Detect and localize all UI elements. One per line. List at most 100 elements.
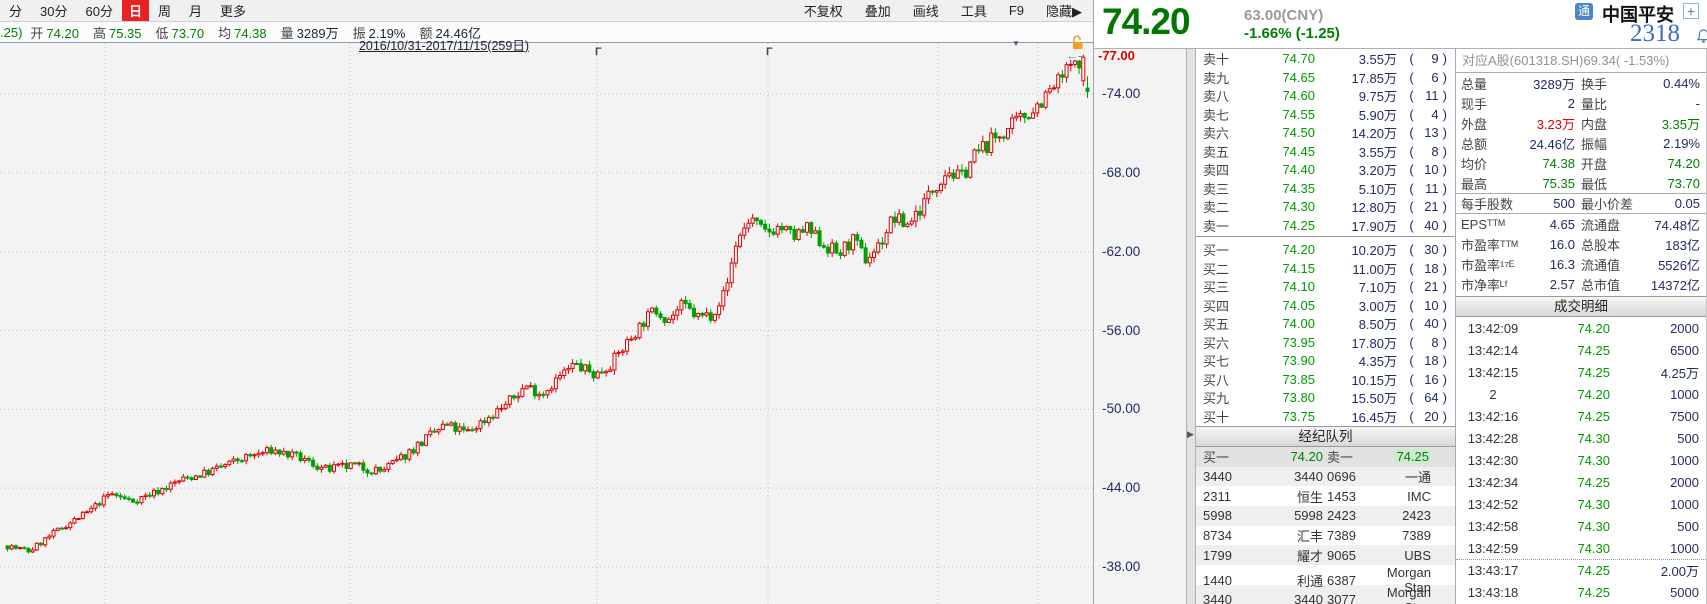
stat-row: 均价 74.38 开盘 74.20 bbox=[1461, 156, 1700, 173]
trade-details-panel: 成交明细 13:42:09 74.20 2000 13:42:14 74.25 6500 1… bbox=[1455, 296, 1707, 604]
orderbook-row[interactable]: 卖二 74.30 12.80万(21) bbox=[1203, 199, 1447, 215]
orderbook-row[interactable]: 买七 73.90 4.35万(18) bbox=[1203, 353, 1447, 369]
broker-row: 2311 恒生 1453 IMC bbox=[1203, 488, 1431, 505]
bid-ask-divider bbox=[1196, 236, 1455, 240]
collapse-arrow-icon[interactable]: ▶ bbox=[1187, 429, 1194, 439]
trade-row: 13:42:52 74.30 1000 bbox=[1467, 496, 1699, 512]
orderbook-row[interactable]: 卖一 74.25 17.90万(40) bbox=[1203, 217, 1447, 234]
broker-row: 8734 汇丰 7389 7389 bbox=[1203, 528, 1431, 545]
panel-splitter[interactable]: ▶ bbox=[1186, 43, 1196, 604]
stock-name: 中国平安 bbox=[1602, 5, 1674, 25]
axis-tick: -68.00 bbox=[1102, 164, 1141, 180]
period-tab[interactable]: 月 bbox=[188, 4, 202, 19]
a-share-reference: 对应A股(601318.SH)69.34( -1.53%) bbox=[1456, 49, 1706, 73]
bq-buy-label: 买一 bbox=[1203, 450, 1230, 466]
stat-row: 市盈率ᵀᵀᴹ 16.0 总股本 183亿 bbox=[1461, 237, 1700, 254]
orderbook-row[interactable]: 卖十 74.70 3.55万(9) bbox=[1203, 51, 1447, 67]
orderbook-row[interactable]: 卖七 74.55 5.90万(4) bbox=[1203, 106, 1447, 123]
toolbar-tool[interactable]: 叠加 bbox=[864, 4, 891, 19]
trade-row: 13:42:59 74.30 1000 bbox=[1467, 540, 1699, 556]
quote-header: 74.20 63.00(CNY) -1.66% (-1.25) bbox=[1093, 0, 1455, 49]
period-tab[interactable]: 60分 bbox=[85, 4, 113, 19]
broker-queue-title: 经纪队列 bbox=[1196, 426, 1455, 447]
trade-row: 2 74.20 1000 bbox=[1489, 386, 1699, 402]
broker-queue-header: 买一 74.20 卖一 74.25 bbox=[1196, 447, 1455, 467]
stats-panel: 对应A股(601318.SH)69.34( -1.53%) 总量 3289万 换手 0… bbox=[1455, 49, 1707, 296]
toolbar-tool[interactable]: 工具 bbox=[960, 4, 987, 19]
stat-row: EPSᵀᵀᴹ 4.65 流通盘 74.48亿 bbox=[1461, 216, 1700, 233]
axis-tick: -38.00 bbox=[1102, 559, 1141, 574]
orderbook-row[interactable]: 买三 74.10 7.10万(21) bbox=[1203, 279, 1447, 295]
broker-queue: 经纪队列 买一 74.20 卖一 74.25 3440 3440 0696 一通 231… bbox=[1196, 426, 1455, 604]
chart-low-label: -38.00 bbox=[2, 602, 39, 604]
period-tab[interactable]: 日 bbox=[121, 0, 149, 21]
period-tabs: 分 30分 60分日周 月 更多 bbox=[0, 0, 255, 21]
orderbook-row[interactable]: 买六 73.95 17.80万(8) bbox=[1203, 334, 1447, 351]
stat-row: 最高 75.35 最低 73.70 bbox=[1456, 174, 1706, 195]
trade-row: 13:42:14 74.25 6500 bbox=[1467, 342, 1699, 358]
toolbar-tool[interactable]: 画线 bbox=[912, 4, 939, 19]
price-axis: -74.00 -68.00 -62.00 -56.00 -50.00 -44.00 -38.… bbox=[1093, 43, 1186, 604]
chevron-down-icon[interactable]: ▼ bbox=[1012, 39, 1020, 48]
stat-row: 每手股数 500 最小价差 0.05 bbox=[1456, 194, 1706, 215]
quote-stat: 额 24.46亿 bbox=[419, 25, 482, 41]
change-percent: -1.66% (-1.25) bbox=[1244, 25, 1340, 42]
last-price: 74.20 bbox=[1102, 1, 1191, 42]
toolbar-tool[interactable]: 隐藏▶ bbox=[1046, 4, 1082, 19]
alert-bell-icon[interactable] bbox=[1696, 28, 1707, 44]
date-range-selector[interactable]: 2016/10/31-2017/11/15(259日) bbox=[358, 39, 529, 53]
orderbook-row[interactable]: 卖五 74.45 3.55万(8) bbox=[1203, 143, 1447, 160]
quote-stat: 开 74.20 bbox=[30, 25, 79, 41]
stat-row: 现手 2 量比 - bbox=[1461, 95, 1700, 112]
broker-row: 3440 3440 0696 一通 bbox=[1196, 466, 1455, 487]
orderbook-row[interactable]: 买十 73.75 16.45万(20) bbox=[1203, 408, 1447, 425]
cny-price: 63.00(CNY) bbox=[1244, 7, 1324, 24]
toolbar-tool[interactable]: 不复权 bbox=[803, 4, 843, 19]
orderbook-row[interactable]: 买一 74.20 10.20万(30) bbox=[1203, 242, 1447, 258]
orderbook-row[interactable]: 买四 74.05 3.00万(10) bbox=[1203, 297, 1447, 314]
stat-row: 总额 24.46亿 振幅 2.19% bbox=[1461, 136, 1700, 153]
toolbar-tools: 不复权 叠加 画线 工具 F9 隐藏▶ bbox=[793, 0, 1093, 21]
orderbook-row[interactable]: 买九 73.80 15.50万(64) bbox=[1203, 390, 1447, 406]
high-price-marker: -77.00 bbox=[1098, 47, 1135, 63]
candlestick-chart[interactable]: Γ Γ ←- -38.00 bbox=[0, 43, 1093, 604]
quote-stat: 高 75.35 bbox=[92, 25, 142, 41]
candles-layer: Γ Γ ←- bbox=[0, 43, 1093, 604]
trade-row: 13:42:30 74.30 1000 bbox=[1467, 452, 1699, 468]
order-book: 卖十 74.70 3.55万(9) 卖九 74.65 17.85万(6) 卖八 74.60 9.… bbox=[1196, 49, 1455, 426]
period-tab[interactable]: 更多 bbox=[220, 4, 247, 19]
svg-text:Γ: Γ bbox=[766, 46, 773, 58]
trade-row: 13:42:34 74.25 2000 bbox=[1467, 474, 1699, 490]
orderbook-row[interactable]: 卖三 74.35 5.10万(11) bbox=[1203, 180, 1447, 197]
quote-info-bar: .25) 开 74.20 高 75.35 低 73.70 均 74.38 量 3289万振 2.19… bbox=[0, 22, 1093, 43]
orderbook-row[interactable]: 买五 74.00 8.50万(40) bbox=[1203, 316, 1447, 332]
quote-stat: 振 2.19% bbox=[352, 25, 406, 41]
orderbook-row[interactable]: 卖九 74.65 17.85万(6) bbox=[1203, 69, 1447, 86]
broker-row: 5998 5998 2423 2423 bbox=[1196, 506, 1455, 526]
orderbook-row[interactable]: 卖四 74.40 3.20万(10) bbox=[1203, 162, 1447, 178]
orderbook-row[interactable]: 买八 73.85 10.15万(16) bbox=[1203, 371, 1447, 388]
orderbook-row[interactable]: 卖八 74.60 9.75万(11) bbox=[1203, 88, 1447, 104]
quote-stat: 低 73.70 bbox=[155, 25, 205, 41]
quote-stat: 量 3289万 bbox=[280, 25, 339, 41]
orderbook-row[interactable]: 买二 74.15 11.00万(18) bbox=[1203, 260, 1447, 277]
quote-stat: 均 74.38 bbox=[218, 25, 267, 41]
period-tab[interactable]: 30分 bbox=[40, 4, 68, 19]
axis-tick: -74.00 bbox=[1102, 86, 1141, 101]
toolbar-tool[interactable]: F9 bbox=[1008, 3, 1024, 18]
trade-row: 13:42:58 74.30 500 bbox=[1467, 518, 1699, 534]
trade-row: 13:42:16 74.25 7500 bbox=[1467, 408, 1699, 424]
trade-details-title: 成交明细 bbox=[1456, 296, 1706, 317]
trade-row: 13:42:15 74.25 4.25万 bbox=[1467, 364, 1699, 381]
stock-code: 2318 bbox=[1630, 20, 1680, 47]
orderbook-row[interactable]: 卖六 74.50 14.20万(13) bbox=[1203, 125, 1447, 141]
unlock-icon[interactable] bbox=[1070, 34, 1085, 50]
stat-row: 市盈率¹⁷ᴱ 16.3 流通值 5526亿 bbox=[1461, 257, 1700, 274]
period-tab[interactable]: 分 bbox=[9, 4, 23, 19]
add-watchlist-button[interactable]: + bbox=[1683, 3, 1699, 19]
period-tab[interactable]: 周 bbox=[157, 4, 171, 19]
stat-row: 总量 3289万 换手 0.44% bbox=[1461, 75, 1700, 92]
svg-text:←-: ←- bbox=[1066, 49, 1082, 63]
trade-row: 13:43:17 74.25 2.00万 bbox=[1456, 559, 1706, 581]
